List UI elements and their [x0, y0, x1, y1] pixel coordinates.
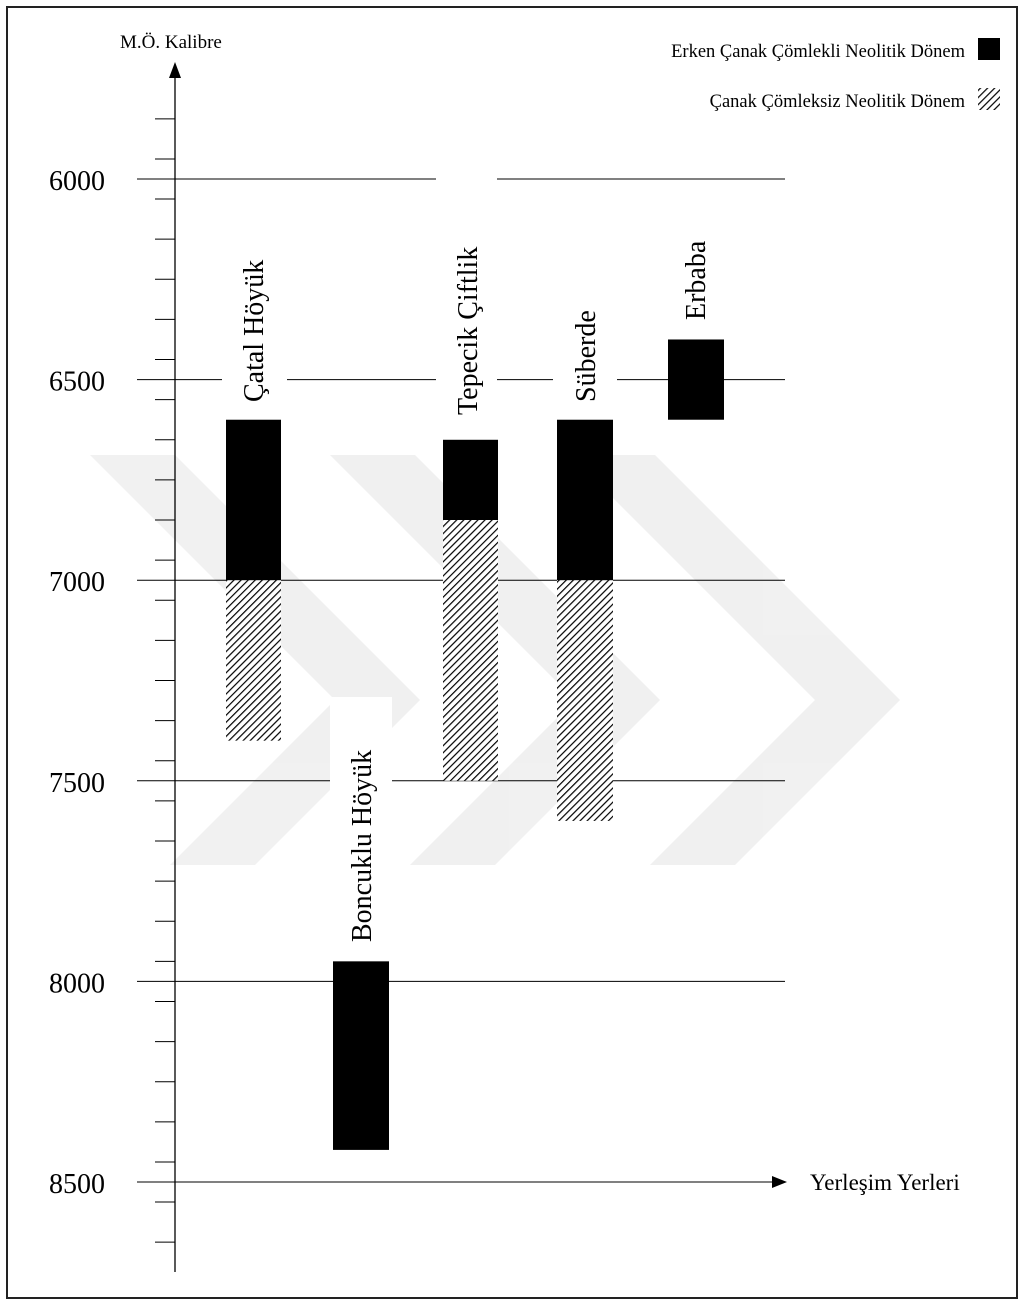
legend-label-solid: Erken Çanak Çömlekli Neolitik Dönem — [671, 42, 965, 62]
bar-ceramic-neolithic — [668, 339, 724, 420]
label-background — [222, 206, 287, 406]
label-background — [436, 153, 497, 419]
site-label: Süberde — [571, 310, 602, 402]
bar-ceramic-neolithic — [333, 961, 389, 1150]
x-axis-arrow — [772, 1176, 787, 1188]
bar-ceramic-neolithic — [443, 439, 498, 521]
label-background — [330, 697, 392, 946]
bar-aceramic-neolithic — [557, 580, 613, 821]
site-label: Erbaba — [681, 240, 712, 320]
y-axis-arrow — [169, 62, 181, 78]
site-label: Çatal Höyük — [239, 260, 270, 402]
y-tick-label: 6500 — [49, 367, 105, 398]
legend-swatch-hatched — [978, 88, 1000, 110]
bar-aceramic-neolithic — [443, 520, 498, 781]
bar-aceramic-neolithic — [226, 580, 281, 741]
y-tick-label: 7500 — [49, 768, 105, 799]
bar-ceramic-neolithic — [226, 419, 281, 581]
y-tick-label: 8000 — [49, 968, 105, 999]
site-label: Tepecik Çiftlik — [453, 247, 484, 415]
label-background — [663, 207, 727, 324]
legend-swatch-solid — [978, 38, 1000, 60]
label-background — [553, 272, 617, 406]
bar-ceramic-neolithic — [557, 419, 613, 581]
legend-label-hatched: Çanak Çömleksiz Neolitik Dönem — [710, 92, 966, 112]
y-tick-label: 6000 — [49, 166, 105, 197]
x-axis-label: Yerleşim Yerleri — [810, 1170, 960, 1195]
y-tick-label: 7000 — [49, 567, 105, 598]
y-tick-label: 8500 — [49, 1169, 105, 1200]
y-axis-label: M.Ö. Kalibre — [120, 32, 222, 53]
site-label: Boncuklu Höyük — [347, 750, 378, 942]
